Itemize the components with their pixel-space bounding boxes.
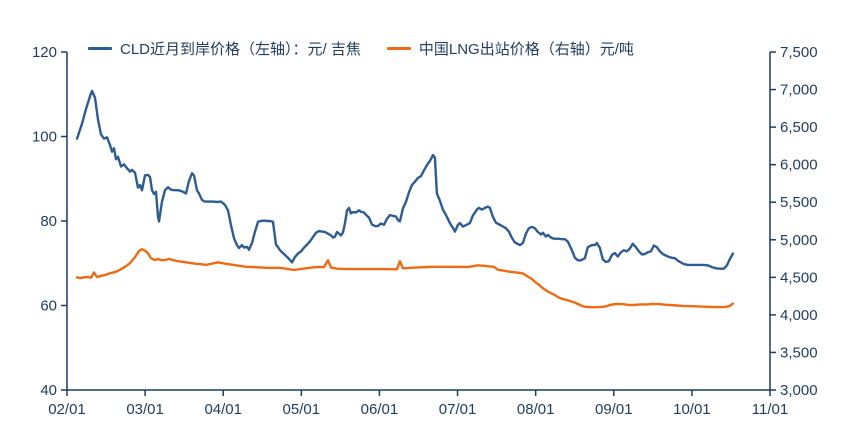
x-axis-tick-label: 06/01 — [361, 401, 399, 418]
left-axis-tick-label: 40 — [40, 382, 57, 399]
legend-item-cld: CLD近月到岸价格（左轴）：元/ 吉焦 — [88, 38, 361, 59]
right-axis-tick-label: 4,000 — [780, 307, 818, 324]
left-axis-tick-label: 120 — [32, 44, 57, 61]
right-axis-tick-label: 5,500 — [780, 194, 818, 211]
right-axis-tick-label: 7,500 — [780, 44, 818, 61]
left-axis-tick-label: 80 — [40, 213, 57, 230]
legend-item-lng: 中国LNG出站价格（右轴）元/吨 — [386, 38, 634, 59]
x-axis-tick-label: 08/01 — [517, 401, 555, 418]
x-axis-tick-label: 05/01 — [283, 401, 321, 418]
right-axis-tick-label: 7,000 — [780, 82, 818, 99]
chart-legend: CLD近月到岸价格（左轴）：元/ 吉焦 中国LNG出站价格（右轴）元/吨 — [88, 38, 634, 59]
x-axis-tick-label: 09/01 — [595, 401, 633, 418]
x-axis-tick-label: 07/01 — [439, 401, 477, 418]
legend-label-cld: CLD近月到岸价格（左轴）：元/ 吉焦 — [120, 41, 361, 58]
right-axis-tick-label: 6,500 — [780, 119, 818, 136]
left-axis-tick-label: 100 — [32, 129, 57, 146]
x-axis-tick-label: 04/01 — [204, 401, 242, 418]
right-axis-tick-label: 3,000 — [780, 382, 818, 399]
legend-line-orange-icon — [386, 47, 411, 50]
x-axis-tick-label: 11/01 — [752, 401, 788, 418]
x-axis-tick-label: 03/01 — [126, 401, 164, 418]
right-axis-tick-label: 4,500 — [780, 269, 818, 286]
x-axis-tick-label: 02/01 — [48, 401, 86, 418]
right-axis-tick-label: 5,000 — [780, 232, 818, 249]
right-axis-tick-label: 3,500 — [780, 344, 818, 361]
series-line-left — [75, 89, 735, 270]
x-axis-tick-label: 10/01 — [673, 401, 711, 418]
right-axis-tick-label: 6,000 — [780, 157, 818, 174]
legend-label-lng: 中国LNG出站价格（右轴）元/吨 — [418, 41, 634, 58]
legend-line-blue-icon — [88, 47, 112, 50]
left-axis-tick-label: 60 — [40, 298, 57, 315]
series-line-right — [75, 247, 735, 309]
